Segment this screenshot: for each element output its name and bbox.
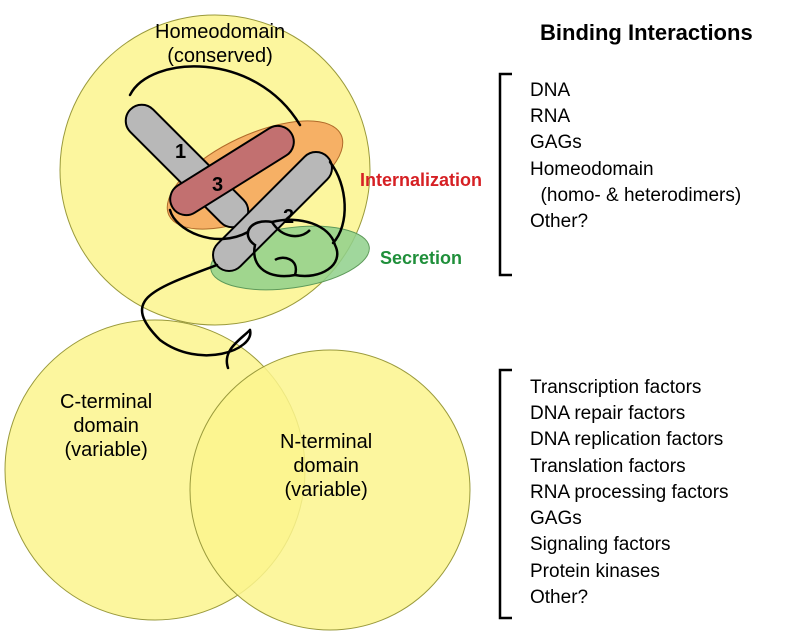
label-secretion: Secretion — [380, 248, 462, 270]
diagram-stage: Binding Interactions Homeodomain (conser… — [0, 0, 800, 635]
label-n-terminal: N-terminal domain (variable) — [280, 430, 372, 502]
label-homeodomain: Homeodomain (conserved) — [155, 20, 285, 68]
bracket-bottom — [500, 370, 512, 618]
helix-number-3: 3 — [212, 173, 223, 197]
bracket-top — [500, 74, 512, 275]
helix-number-1: 1 — [175, 140, 186, 164]
binding-list-top: DNA RNA GAGs Homeodomain (homo- & hetero… — [530, 78, 741, 235]
label-internalization: Internalization — [360, 170, 482, 192]
label-c-terminal: C-terminal domain (variable) — [60, 390, 152, 462]
binding-list-bottom: Transcription factors DNA repair factors… — [530, 375, 729, 611]
helix-number-2: 2 — [283, 205, 294, 229]
title-binding-interactions: Binding Interactions — [540, 20, 753, 46]
